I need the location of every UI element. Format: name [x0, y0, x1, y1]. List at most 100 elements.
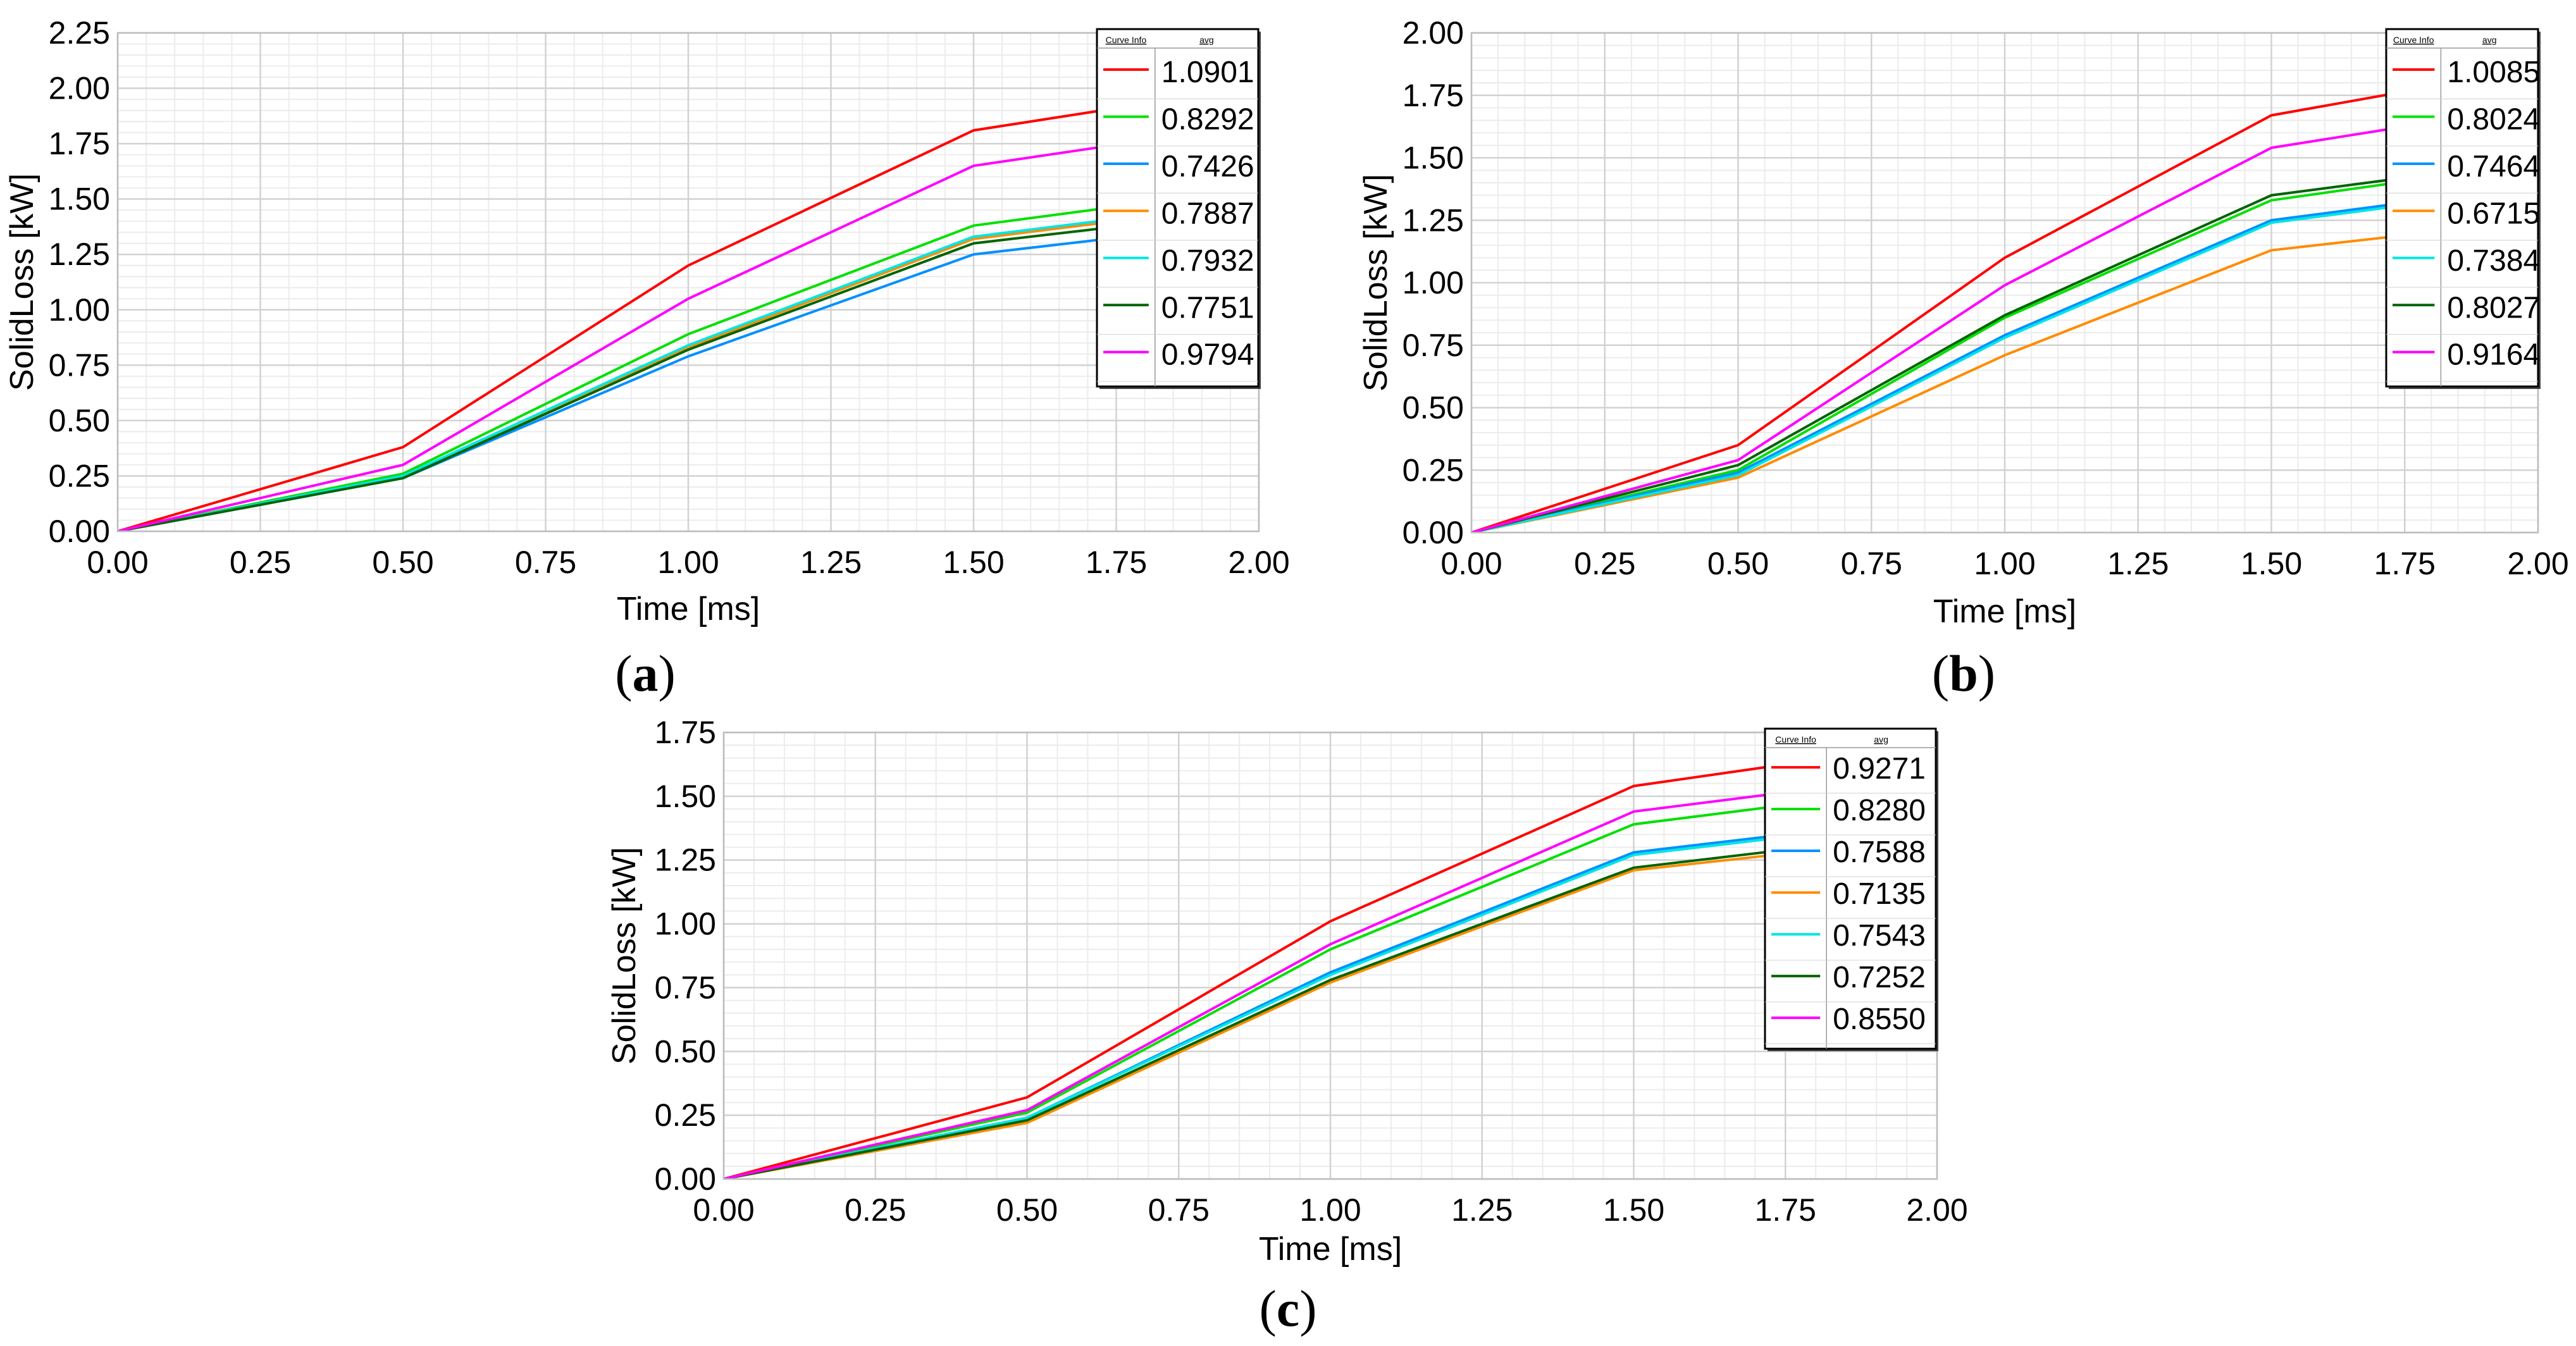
panel-label: (c) — [1259, 1280, 1316, 1337]
y-tick-label: 1.75 — [655, 715, 716, 750]
x-tick-label: 1.50 — [943, 545, 1004, 580]
x-tick-label: 0.50 — [372, 545, 433, 580]
legend-value-2: 0.8280 — [1833, 794, 1926, 827]
legend-value-7: 0.8550 — [1833, 1003, 1926, 1036]
y-tick-label: 1.50 — [1403, 140, 1464, 176]
x-tick-label: 2.00 — [1906, 1192, 1967, 1228]
x-tick-label: 1.00 — [1974, 546, 2035, 581]
legend-header-curve-info: Curve Info — [2393, 35, 2434, 45]
y-tick-label: 0.00 — [655, 1161, 716, 1197]
legend-value-5: 0.7543 — [1833, 919, 1926, 953]
chart-panel-b: 0.00 0.25 0.50 0.75 1.00 1.25 1.50 1.75 2.00 0.00… — [1358, 15, 2569, 702]
y-tick-label: 1.25 — [1403, 202, 1464, 238]
x-tick-label: 0.25 — [230, 545, 291, 580]
y-tick-label: 0.50 — [49, 403, 110, 438]
legend-value-7: 0.9164 — [2447, 338, 2540, 372]
x-tick-label: 1.50 — [1603, 1192, 1664, 1228]
y-tick-label: 1.00 — [1403, 265, 1464, 300]
x-tick-label: 0.75 — [515, 545, 576, 580]
y-tick-label: 1.75 — [49, 126, 110, 161]
y-tick-label: 0.25 — [1403, 452, 1464, 488]
y-tick-label: 0.75 — [49, 347, 110, 383]
legend-value-3: 0.7464 — [2447, 150, 2540, 183]
legend-header-avg: avg — [2482, 35, 2497, 45]
x-tick-label: 0.25 — [845, 1192, 906, 1228]
x-tick-label: 0.75 — [1841, 546, 1902, 581]
x-tick-label: 0.00 — [87, 545, 148, 580]
legend-value-4: 0.7887 — [1161, 197, 1254, 230]
legend-value-7: 0.9794 — [1161, 338, 1254, 372]
x-tick-label: 1.25 — [1451, 1192, 1513, 1228]
legend-header-avg: avg — [1874, 734, 1888, 744]
legend-value-2: 0.8292 — [1161, 103, 1254, 137]
y-axis-label: SolidLoss [kW] — [4, 173, 40, 391]
y-axis-label: SolidLoss [kW] — [1358, 174, 1394, 392]
legend-header-curve-info: Curve Info — [1775, 734, 1816, 744]
legend-value-4: 0.7135 — [1833, 877, 1926, 911]
y-tick-label: 1.75 — [1403, 78, 1464, 113]
y-tick-label: 2.25 — [49, 15, 110, 51]
y-tick-label: 0.75 — [1403, 328, 1464, 363]
legend-value-4: 0.6715 — [2447, 197, 2540, 230]
y-tick-label: 2.00 — [49, 71, 110, 106]
chart-panel-a: 0.00 0.25 0.50 0.75 1.00 1.25 1.50 1.75 2.00 0.00… — [4, 15, 1290, 702]
legend-value-5: 0.7932 — [1161, 244, 1254, 278]
legend-value-3: 0.7588 — [1833, 836, 1926, 869]
legend-header-avg: avg — [1199, 35, 1214, 45]
legend-value-5: 0.7384 — [2447, 244, 2540, 278]
chart-panel-c: 0.00 0.25 0.50 0.75 1.00 1.25 1.50 1.75 2.00 0.00… — [606, 715, 1968, 1337]
x-axis-label: Time [ms] — [1259, 1231, 1402, 1268]
y-tick-label: 1.00 — [655, 906, 716, 942]
y-tick-label: 0.50 — [1403, 390, 1464, 426]
x-tick-label: 0.75 — [1148, 1192, 1210, 1228]
legend-value-2: 0.8024 — [2447, 103, 2540, 137]
legend-box — [1764, 727, 1937, 1050]
y-tick-label: 1.00 — [49, 292, 110, 328]
x-tick-label: 0.50 — [1707, 546, 1769, 581]
series-lines — [1471, 66, 2538, 533]
legend-value-1: 1.0901 — [1161, 56, 1254, 89]
legend: Curve Info avg 0.9271 0.8280 0.7588 0.7135 0.7… — [1764, 727, 1938, 1051]
y-axis-label: SolidLoss [kW] — [606, 847, 643, 1065]
panel-label: (a) — [615, 645, 676, 702]
x-axis-label: Time [ms] — [1933, 593, 2076, 630]
x-tick-label: 1.75 — [2374, 546, 2436, 581]
y-tick-label: 0.25 — [49, 458, 110, 493]
y-tick-label: 0.00 — [1403, 515, 1464, 550]
y-tick-label: 1.25 — [655, 843, 716, 878]
x-tick-label: 1.50 — [2241, 546, 2302, 581]
y-tick-label: 0.00 — [49, 514, 110, 549]
legend-value-3: 0.7426 — [1161, 150, 1254, 183]
legend-value-6: 0.8027 — [2447, 291, 2540, 324]
x-tick-label: 1.75 — [1755, 1192, 1816, 1228]
x-tick-label: 2.00 — [1228, 545, 1289, 580]
y-tick-label: 1.25 — [49, 237, 110, 272]
x-tick-label: 1.25 — [800, 545, 862, 580]
legend: Curve Info avg 1.0085 0.8024 0.7464 0.6715 0.7… — [2385, 28, 2541, 389]
x-tick-label: 0.00 — [1440, 546, 1502, 581]
series-lines — [724, 741, 1937, 1179]
legend-box — [2385, 28, 2539, 388]
x-tick-label: 1.00 — [1299, 1192, 1361, 1228]
series-lines — [118, 85, 1259, 531]
y-tick-label: 2.00 — [1403, 15, 1464, 51]
x-axis-label: Time [ms] — [617, 591, 760, 627]
x-tick-label: 1.00 — [657, 545, 719, 580]
legend-value-1: 0.9271 — [1833, 752, 1926, 786]
x-tick-label: 2.00 — [2507, 546, 2568, 581]
x-tick-label: 0.50 — [996, 1192, 1058, 1228]
y-tick-label: 1.50 — [655, 779, 716, 814]
x-tick-label: 1.75 — [1086, 545, 1147, 580]
y-tick-label: 0.25 — [655, 1097, 716, 1133]
y-tick-label: 0.75 — [655, 970, 716, 1005]
legend-value-6: 0.7751 — [1161, 291, 1254, 324]
legend-box — [1096, 28, 1260, 388]
y-tick-label: 1.50 — [49, 182, 110, 217]
panel-label: (b) — [1932, 645, 1995, 702]
x-tick-label: 0.00 — [693, 1192, 754, 1228]
legend: Curve Info avg 1.0901 0.8292 0.7426 0.7887 0.7… — [1096, 28, 1261, 389]
legend-value-1: 1.0085 — [2447, 56, 2540, 89]
x-tick-label: 1.25 — [2107, 546, 2169, 581]
legend-header-curve-info: Curve Info — [1106, 35, 1147, 45]
